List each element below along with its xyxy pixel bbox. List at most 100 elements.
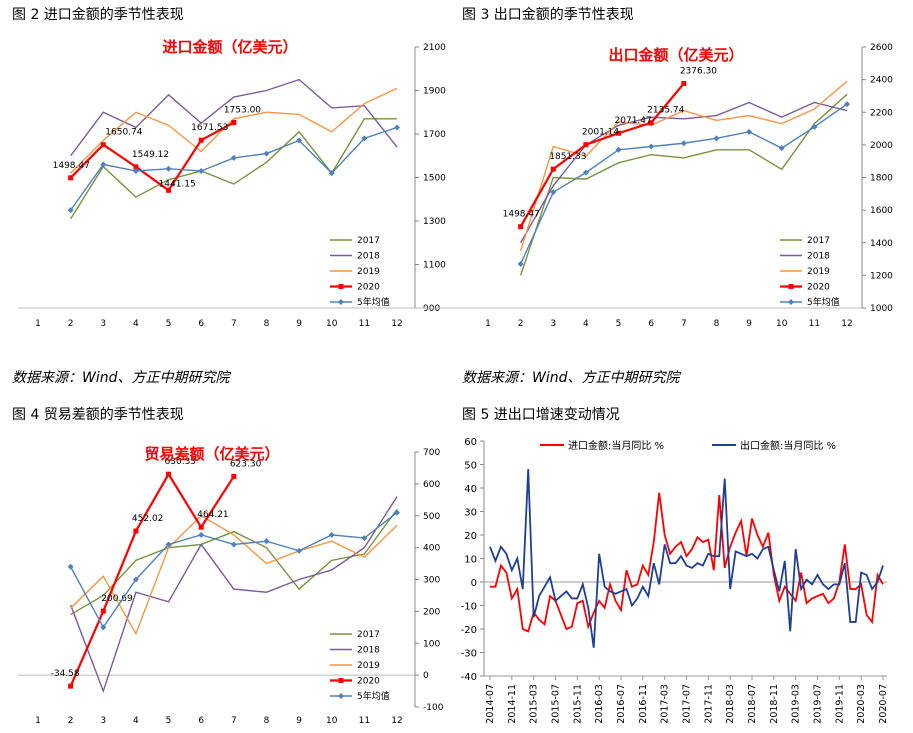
- fig3-x-tick-label: 9: [746, 319, 752, 329]
- fig3-point-2020: [518, 224, 524, 230]
- fig5-x-tick-label: 2019-11: [834, 684, 845, 724]
- fig5-x-tick-label: 2020-07: [878, 684, 889, 724]
- fig5-x-tick-label: 2016-03: [594, 684, 605, 724]
- fig3-x-tick-label: 6: [648, 319, 654, 329]
- fig4-y-tick-label: 0: [423, 671, 429, 681]
- fig3-data-label: 2071.47: [615, 116, 652, 126]
- fig2-legend-marker: [338, 299, 344, 305]
- fig3-x-tick-label: 2: [518, 319, 524, 329]
- fig3-series-line-1: [520, 101, 848, 244]
- fig3-point-2020: [550, 166, 556, 172]
- fig5-x-tick-label: 2015-11: [572, 684, 583, 724]
- fig4-x-tick-label: 11: [359, 716, 370, 726]
- fig2-series-line-0: [70, 118, 397, 220]
- fig5-x-tick-label: 2014-07: [485, 684, 496, 724]
- fig4-point-2020: [231, 473, 237, 479]
- fig3-y-tick-label: 1800: [870, 174, 893, 184]
- fig5-x-tick-label: 2014-11: [507, 684, 518, 724]
- fig4-point-avg: [67, 563, 74, 570]
- fig4-y-tick-label: 100: [423, 639, 440, 649]
- fig4-series-line-3: [69, 472, 235, 687]
- fig5-y-tick-label: 60: [464, 437, 477, 448]
- fig2-x-tick-label: 12: [391, 319, 402, 329]
- fig5-x-tick-label: 2018-03: [725, 684, 736, 724]
- fig2-x-tick-label: 8: [264, 319, 270, 329]
- fig4-x-tick-label: 4: [133, 716, 139, 726]
- fig3-x-tick-label: 7: [681, 319, 687, 329]
- fig3-legend-label: 2019: [807, 267, 830, 277]
- fig2-x-tick-label: 3: [100, 319, 106, 329]
- fig3-x-tick-label: 12: [841, 319, 852, 329]
- fig4-y-tick-label: 500: [423, 512, 440, 522]
- fig4-legend-marker: [338, 678, 344, 683]
- fig3-y-tick-label: 1000: [870, 304, 893, 314]
- fig2-legend-label: 5年均值: [357, 296, 390, 308]
- fig2-point-avg: [328, 170, 335, 177]
- fig3-point-2020: [583, 142, 589, 148]
- fig5-y-tick-label: 20: [464, 531, 477, 542]
- fig3-x-tick-label: 1: [485, 319, 491, 329]
- fig4-data-label: -34.58: [51, 669, 80, 679]
- fig4-point-2020: [133, 528, 139, 534]
- fig4-legend-label: 2020: [357, 677, 380, 687]
- fig4-point-avg: [165, 541, 172, 548]
- fig3-point-avg: [713, 135, 720, 142]
- fig3-y-tick-label: 2600: [870, 43, 893, 53]
- fig3-point-avg: [550, 189, 557, 196]
- fig2-title: 进口金额（亿美元）: [162, 38, 297, 56]
- fig2-x-tick-label: 9: [296, 319, 302, 329]
- fig5-x-tick-label: 2017-03: [660, 684, 671, 724]
- fig2-x-tick-label: 5: [166, 319, 172, 329]
- fig5-y-tick-label: 40: [464, 484, 477, 495]
- fig4-title: 贸易差额（亿美元）: [144, 445, 279, 463]
- fig3-x-tick-label: 5: [616, 319, 622, 329]
- fig3-legend-marker: [788, 299, 794, 305]
- fig5-y-tick-label: 50: [464, 461, 477, 472]
- fig4-y-tick-label: 600: [423, 480, 440, 490]
- fig4-point-2020: [166, 471, 172, 477]
- fig4-data-label: 623.30: [230, 459, 262, 469]
- fig4-x-tick-label: 3: [100, 716, 106, 726]
- fig4-x-tick-label: 7: [231, 716, 237, 726]
- fig2-x-tick-label: 10: [326, 319, 338, 329]
- fig2-data-label: 1441.15: [159, 179, 196, 189]
- fig3-title: 出口金额（亿美元）: [608, 46, 743, 64]
- fig5-y-tick-label: -40: [461, 672, 477, 683]
- fig3-point-2020: [616, 130, 622, 136]
- fig2-point-2020: [231, 119, 237, 125]
- fig4-point-avg: [230, 541, 237, 548]
- fig2-data-label: 1671.53: [191, 123, 228, 133]
- fig5-x-tick-label: 2017-11: [703, 684, 714, 724]
- fig4-point-avg: [328, 531, 335, 538]
- fig5-y-tick-label: 0: [471, 578, 477, 589]
- fig5-x-tick-label: 2015-07: [551, 684, 562, 724]
- fig2-point-2020: [133, 164, 139, 170]
- fig3-legend-label: 5年均值: [807, 296, 840, 308]
- fig4-y-tick-label: 200: [423, 607, 440, 617]
- fig3-data-label: 2376.30: [680, 66, 717, 76]
- fig2-y-tick-label: 1700: [423, 130, 446, 140]
- fig2-legend-label: 2020: [357, 283, 380, 293]
- fig2-legend-label: 2017: [357, 236, 380, 246]
- fig2-point-avg: [67, 207, 74, 214]
- fig2-x-tick-label: 1: [35, 319, 41, 329]
- fig2-legend-label: 2019: [357, 267, 380, 277]
- fig3-legend-label: 2017: [807, 236, 830, 246]
- fig4-point-avg: [361, 535, 368, 542]
- fig4-x-tick-label: 5: [166, 716, 172, 726]
- fig2-series-line-2: [70, 87, 398, 174]
- fig5-y-tick-label: 10: [464, 555, 477, 566]
- fig2-data-label: 1549.12: [132, 150, 169, 160]
- fig2-x-tick-label: 6: [198, 319, 204, 329]
- fig2-point-2020: [100, 142, 106, 148]
- fig5-y-tick-label: 30: [464, 508, 477, 519]
- fig3-point-avg: [582, 169, 589, 176]
- fig4-y-tick-label: 700: [423, 448, 440, 458]
- fig3-point-2020: [648, 120, 654, 126]
- fig2-point-avg: [132, 167, 139, 174]
- fig4-series-line-0: [70, 508, 398, 616]
- fig2-y-tick-label: 2100: [423, 43, 446, 53]
- fig3-legend-label: 2018: [807, 252, 830, 262]
- fig4-x-tick-label: 9: [296, 716, 302, 726]
